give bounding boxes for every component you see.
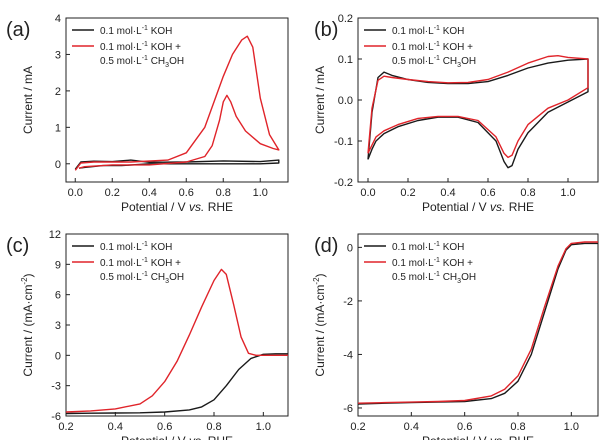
legend-entry-koh-ch3oh-line2: 0.5 mol·L-1 CH3OH bbox=[392, 55, 476, 69]
y-tick-label: 4 bbox=[55, 13, 61, 25]
series-line-koh-ch3oh bbox=[367, 55, 589, 159]
series-line-koh-ch3oh bbox=[66, 268, 288, 413]
x-tick-label: 0.4 bbox=[404, 421, 419, 433]
legend: 0.1 mol·L-1 KOH 0.1 mol·L-1 KOH + 0.5 mol·… bbox=[364, 25, 476, 69]
legend-entry-koh-ch3oh: 0.1 mol·L-1 KOH + bbox=[100, 257, 181, 269]
x-tick-label: 0.6 bbox=[157, 421, 172, 433]
plot-frame bbox=[65, 17, 289, 183]
y-tick-label: -2 bbox=[343, 296, 353, 308]
y-tick-label: -3 bbox=[51, 381, 61, 393]
y-tick-label: -0.2 bbox=[334, 177, 353, 189]
legend-entry-koh: 0.1 mol·L-1 KOH bbox=[392, 241, 464, 253]
panel-a: (a) 0.0 0.2 0.4 0.6 0.8 1.0 0 1 2 3 4 Potential / V … bbox=[6, 13, 289, 214]
y-tick-label: 0 bbox=[347, 242, 353, 254]
x-tick-label: 0.2 bbox=[58, 421, 73, 433]
series-line-koh bbox=[66, 353, 288, 415]
legend-entry-koh-ch3oh-line2: 0.5 mol·L-1 CH3OH bbox=[392, 271, 476, 285]
x-tick-label: 0.0 bbox=[68, 187, 83, 199]
y-axis-label: Current / (mA·cm-2) bbox=[312, 273, 327, 376]
y-tick-label: 6 bbox=[55, 290, 61, 302]
panel-d: (d) 0.2 0.4 0.6 0.8 1.0 -6 -4 -2 0 Potential / V v… bbox=[312, 233, 599, 440]
y-tick-label: 3 bbox=[55, 320, 61, 332]
x-tick-label: 0.8 bbox=[520, 187, 535, 199]
y-tick-label: 0 bbox=[55, 159, 61, 171]
y-axis-label: Current / (mA·cm-2) bbox=[20, 273, 35, 376]
y-tick-label: 3 bbox=[55, 49, 61, 61]
y-axis-label: Current / mA bbox=[21, 66, 35, 134]
panel-b: (b) 0.0 0.2 0.4 0.6 0.8 1.0 -0.2 -0.1 0.0 0.1 0.2 Po… bbox=[313, 13, 599, 214]
x-tick-label: 0.6 bbox=[457, 421, 472, 433]
x-tick-label: 0.8 bbox=[510, 421, 525, 433]
y-tick-label: -0.1 bbox=[334, 136, 353, 148]
y-tick-label: -6 bbox=[343, 403, 353, 415]
x-tick-label: 0.4 bbox=[440, 187, 455, 199]
x-tick-label: 0.8 bbox=[216, 187, 231, 199]
y-tick-label: -4 bbox=[343, 349, 353, 361]
legend-entry-koh-ch3oh-line2: 0.5 mol·L-1 CH3OH bbox=[100, 55, 184, 69]
y-tick-label: 0.2 bbox=[338, 13, 353, 25]
legend: 0.1 mol·L-1 KOH 0.1 mol·L-1 KOH + 0.5 mol·… bbox=[364, 241, 476, 285]
x-tick-label: 1.0 bbox=[560, 187, 575, 199]
panel-label: (a) bbox=[6, 19, 30, 41]
x-tick-label: 0.6 bbox=[179, 187, 194, 199]
plot-frame bbox=[357, 233, 599, 417]
legend-entry-koh-ch3oh-line2: 0.5 mol·L-1 CH3OH bbox=[100, 271, 184, 285]
legend-entry-koh: 0.1 mol·L-1 KOH bbox=[100, 25, 172, 37]
x-axis-label: Potential / V vs. RHE bbox=[422, 200, 534, 214]
x-tick-label: 1.0 bbox=[256, 421, 271, 433]
x-tick-label: 0.6 bbox=[480, 187, 495, 199]
y-tick-label: 2 bbox=[55, 86, 61, 98]
x-tick-label: 0.4 bbox=[142, 187, 157, 199]
series-line-koh-ch3oh bbox=[358, 241, 598, 404]
x-tick-label: 0.2 bbox=[350, 421, 365, 433]
y-axis-label: Current / mA bbox=[313, 66, 327, 134]
legend-entry-koh-ch3oh: 0.1 mol·L-1 KOH + bbox=[392, 41, 473, 53]
legend: 0.1 mol·L-1 KOH 0.1 mol·L-1 KOH + 0.5 mol·… bbox=[72, 25, 184, 69]
x-tick-label: 0.8 bbox=[206, 421, 221, 433]
y-tick-label: 0 bbox=[55, 350, 61, 362]
y-tick-label: 1 bbox=[55, 122, 61, 134]
legend-entry-koh: 0.1 mol·L-1 KOH bbox=[392, 25, 464, 37]
x-tick-label: 0.2 bbox=[400, 187, 415, 199]
panel-label: (c) bbox=[6, 235, 29, 257]
x-tick-label: 0.4 bbox=[108, 421, 123, 433]
x-tick-label: 0.2 bbox=[105, 187, 120, 199]
x-tick-label: 1.0 bbox=[564, 421, 579, 433]
x-axis-label: Potential / V vs. RHE bbox=[121, 434, 233, 440]
panel-c: (c) 0.2 0.4 0.6 0.8 1.0 -6 -3 0 3 6 9 12 Potential / … bbox=[6, 229, 289, 440]
y-tick-label: 0.0 bbox=[338, 95, 353, 107]
legend: 0.1 mol·L-1 KOH 0.1 mol·L-1 KOH + 0.5 mol·… bbox=[72, 241, 184, 285]
panel-label: (d) bbox=[314, 235, 338, 257]
x-axis-label: Potential / V vs. RHE bbox=[121, 200, 233, 214]
series-line-koh-ch3oh bbox=[74, 35, 280, 171]
y-tick-label: 0.1 bbox=[338, 54, 353, 66]
legend-entry-koh-ch3oh: 0.1 mol·L-1 KOH + bbox=[392, 257, 473, 269]
y-tick-label: 12 bbox=[49, 229, 61, 241]
legend-entry-koh: 0.1 mol·L-1 KOH bbox=[100, 241, 172, 253]
panel-label: (b) bbox=[314, 19, 338, 41]
y-tick-label: 9 bbox=[55, 259, 61, 271]
x-tick-label: 1.0 bbox=[253, 187, 268, 199]
x-axis-label: Potential / V vs. RHE bbox=[422, 434, 534, 440]
y-tick-label: -6 bbox=[51, 411, 61, 423]
x-tick-label: 0.0 bbox=[360, 187, 375, 199]
series-line-koh bbox=[367, 58, 589, 169]
legend-entry-koh-ch3oh: 0.1 mol·L-1 KOH + bbox=[100, 41, 181, 53]
